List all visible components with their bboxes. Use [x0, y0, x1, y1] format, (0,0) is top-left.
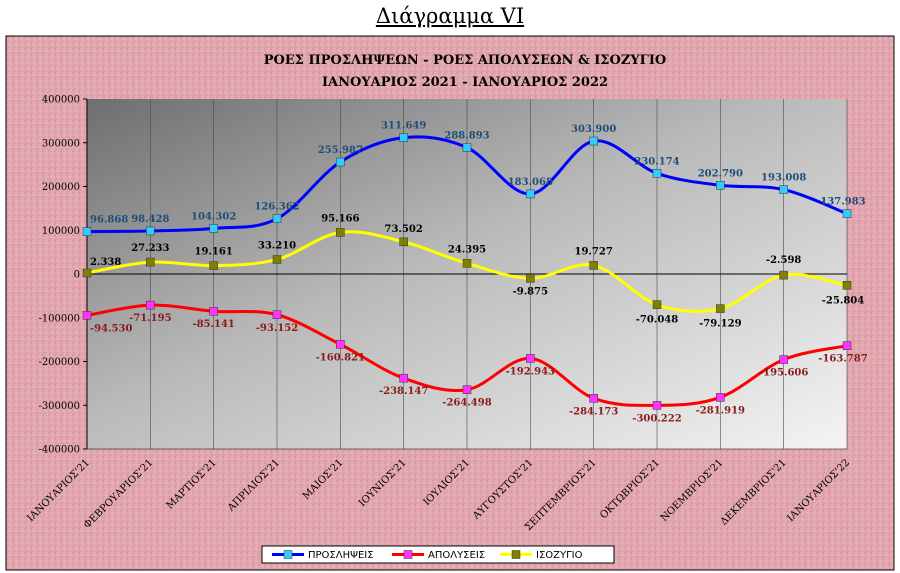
- data-point-s0-1: [146, 226, 155, 236]
- data-label-s0-1: 98.428: [131, 214, 169, 225]
- data-label-s1-9: -300.222: [632, 413, 681, 424]
- legend-marker-1: [403, 550, 413, 559]
- data-point-s0-3: [272, 214, 282, 223]
- data-label-s0-12: 137.983: [820, 197, 865, 208]
- data-point-s0-6: [462, 143, 472, 152]
- data-point-s2-11: [779, 270, 788, 280]
- data-label-s1-7: -192.943: [506, 366, 555, 377]
- data-label-s0-9: 230.174: [634, 156, 679, 167]
- data-point-s0-8: [589, 136, 598, 146]
- data-point-s1-9: [652, 401, 662, 410]
- data-label-s2-3: 33.210: [258, 240, 296, 251]
- page-title: Διάγραμμα VI: [375, 4, 525, 28]
- y-tick-label: -300000: [38, 401, 80, 412]
- data-label-s0-10: 202.790: [698, 168, 743, 179]
- data-point-s0-11: [779, 185, 788, 194]
- legend-label-2: ΙΣΟΖΥΓΙΟ: [536, 550, 583, 561]
- data-point-s2-10: [716, 304, 725, 313]
- y-tick-label: 0: [74, 270, 80, 281]
- data-point-s2-12: [842, 281, 852, 290]
- data-label-s1-5: -238.147: [379, 386, 428, 397]
- data-label-s2-11: -2.598: [766, 255, 802, 266]
- data-label-s1-11: -195.606: [759, 368, 808, 379]
- legend-marker-2: [511, 550, 521, 559]
- data-point-s1-7: [526, 354, 535, 363]
- y-tick-label: -100000: [38, 313, 80, 324]
- data-label-s1-4: -160.821: [316, 352, 365, 363]
- data-label-s0-6: 288.893: [444, 131, 489, 142]
- data-label-s2-2: 19.161: [195, 247, 233, 258]
- data-label-s2-10: -79.129: [699, 319, 741, 330]
- data-label-s1-0: -94.530: [90, 323, 132, 334]
- data-label-s2-12: -25.804: [822, 295, 864, 306]
- data-label-s0-7: 183.068: [508, 177, 553, 188]
- data-point-s1-6: [462, 385, 472, 394]
- data-point-s1-1: [146, 300, 155, 310]
- legend-box: [261, 545, 615, 564]
- data-point-s0-7: [526, 189, 535, 199]
- legend-label-1: ΑΠΟΛΥΣΕΙΣ: [428, 550, 485, 561]
- data-label-s0-0: 96.868: [90, 215, 128, 226]
- data-label-s2-5: 73.502: [385, 224, 423, 235]
- data-point-s0-2: [209, 224, 218, 233]
- chart-title: ΡΟΕΣ ΠΡΟΣΛΗΨΕΩΝ - ΡΟΕΣ ΑΠΟΛΥΣΕΩΝ & ΙΣΟΖΥ…: [264, 53, 666, 68]
- data-label-s2-7: -9.875: [513, 286, 549, 297]
- data-label-s1-12: -163.787: [818, 354, 867, 365]
- data-label-s1-2: -85.141: [192, 319, 234, 330]
- data-label-s1-6: -264.498: [442, 398, 491, 409]
- data-label-s0-4: 255.987: [318, 145, 363, 156]
- data-point-s1-4: [336, 340, 345, 349]
- data-point-s1-3: [272, 310, 282, 320]
- data-label-s1-1: -71.195: [129, 313, 171, 324]
- legend-label-0: ΠΡΟΣΛΗΨΕΙΣ: [308, 550, 374, 561]
- legend-marker-0: [283, 550, 293, 559]
- data-label-s2-8: 19.727: [575, 246, 613, 257]
- data-point-s2-5: [399, 237, 408, 247]
- data-point-s1-12: [842, 341, 852, 350]
- data-point-s2-7: [526, 274, 535, 283]
- y-tick-label: 300000: [42, 138, 80, 149]
- data-point-s2-3: [272, 255, 282, 264]
- data-point-s0-12: [842, 209, 852, 218]
- data-label-s2-6: 24.395: [448, 244, 486, 255]
- data-point-s2-8: [589, 261, 598, 270]
- data-point-s0-10: [716, 181, 725, 190]
- data-label-s0-2: 104.302: [191, 211, 236, 222]
- data-point-s1-2: [209, 306, 218, 316]
- data-label-s0-8: 303.900: [571, 124, 616, 135]
- data-point-s2-1: [146, 257, 155, 267]
- chart-subtitle: ΙΑΝΟΥΑΡΙΟΣ 2021 - ΙΑΝΟΥΑΡΙΟΣ 2022: [322, 75, 608, 90]
- y-tick-label: 200000: [42, 182, 80, 193]
- data-label-s0-11: 193.008: [761, 173, 806, 184]
- y-tick-label: -200000: [38, 357, 80, 368]
- data-point-s2-6: [462, 259, 472, 268]
- data-point-s2-4: [336, 228, 345, 237]
- data-point-s2-9: [652, 300, 662, 309]
- data-label-s0-3: 126.362: [254, 202, 299, 213]
- data-label-s1-3: -93.152: [256, 323, 298, 334]
- data-point-s1-11: [779, 355, 788, 364]
- data-point-s0-5: [399, 133, 408, 142]
- data-point-s0-9: [652, 169, 662, 178]
- data-point-s0-0: [82, 227, 92, 236]
- data-label-s0-5: 311.649: [381, 121, 426, 132]
- data-label-s1-10: -281.919: [696, 405, 745, 416]
- data-point-s1-5: [399, 373, 408, 383]
- y-tick-label: 100000: [42, 226, 80, 237]
- data-label-s2-1: 27.233: [131, 243, 169, 254]
- data-point-s2-2: [209, 261, 218, 270]
- data-label-s2-0: 2.338: [90, 257, 121, 268]
- data-point-s1-0: [82, 311, 92, 320]
- data-label-s2-9: -70.048: [636, 315, 678, 326]
- data-point-s2-0: [82, 268, 92, 278]
- legend: ΠΡΟΣΛΗΨΕΙΣ ΑΠΟΛΥΣΕΙΣ ΙΣΟΖΥΓΙΟ: [261, 545, 615, 564]
- data-point-s0-4: [336, 157, 345, 167]
- data-label-s2-4: 95.166: [321, 213, 359, 224]
- y-tick-label: 400000: [42, 95, 80, 106]
- data-point-s1-10: [716, 393, 725, 402]
- data-point-s1-8: [589, 394, 598, 403]
- y-tick-label: -400000: [38, 445, 80, 456]
- data-label-s1-8: -284.173: [569, 406, 618, 417]
